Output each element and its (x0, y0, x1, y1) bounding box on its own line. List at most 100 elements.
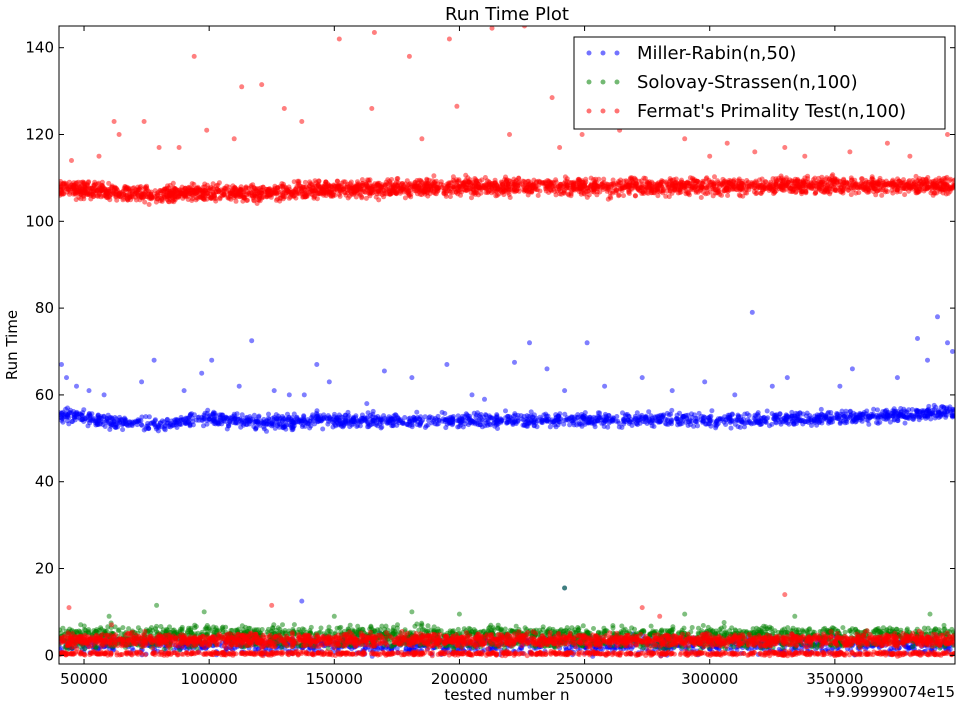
data-point (742, 424, 747, 430)
data-point (847, 408, 853, 414)
data-point (494, 414, 500, 420)
data-point (305, 420, 311, 426)
data-point (902, 408, 908, 414)
data-point (587, 419, 593, 425)
data-point (373, 422, 379, 428)
data-point (837, 421, 843, 426)
data-point (188, 629, 194, 635)
data-point (789, 418, 795, 424)
data-point (528, 409, 534, 415)
data-point (455, 424, 461, 430)
data-point (769, 411, 775, 417)
data-point (850, 418, 856, 424)
data-point (160, 627, 166, 633)
data-point (369, 421, 374, 427)
data-point (65, 418, 70, 424)
data-point (849, 626, 855, 632)
data-point (231, 411, 237, 417)
data-point (87, 417, 93, 423)
data-point (248, 418, 254, 424)
data-point (409, 609, 415, 615)
data-point (109, 415, 115, 421)
data-point (927, 611, 933, 617)
data-point (874, 626, 880, 632)
data-point (74, 414, 80, 420)
data-point (253, 419, 259, 425)
data-point (814, 422, 820, 428)
data-point (60, 625, 66, 631)
data-point (703, 421, 708, 427)
data-point (789, 409, 795, 415)
data-point (606, 420, 612, 426)
data-point (117, 420, 122, 426)
data-point (154, 426, 159, 432)
data-point (412, 416, 418, 422)
data-point (65, 405, 70, 411)
data-point (314, 362, 320, 367)
data-point (485, 422, 490, 428)
data-point (837, 413, 842, 419)
data-point (442, 419, 448, 425)
data-point (231, 416, 237, 422)
data-point (314, 413, 320, 419)
data-point (414, 422, 420, 428)
data-point (683, 412, 689, 418)
data-point (78, 622, 84, 628)
data-point (153, 626, 159, 632)
data-point (522, 625, 528, 631)
data-point (291, 622, 297, 628)
data-point (301, 392, 307, 398)
data-point (729, 625, 735, 631)
data-point (769, 421, 775, 427)
data-point (235, 420, 240, 426)
data-point (745, 417, 751, 423)
data-point (167, 422, 173, 428)
series-1-points (59, 309, 955, 659)
data-point (141, 427, 147, 433)
data-point (679, 421, 685, 426)
data-point (767, 627, 773, 632)
data-point (289, 425, 295, 431)
data-point (209, 357, 215, 363)
data-point (86, 627, 92, 633)
data-point (876, 415, 881, 421)
data-point (152, 418, 158, 424)
data-point (249, 338, 255, 344)
data-point (239, 412, 245, 418)
data-point (902, 420, 908, 426)
data-point (120, 427, 126, 433)
data-point (914, 409, 920, 415)
data-point (105, 420, 110, 426)
data-point (181, 388, 187, 394)
data-point (675, 416, 681, 422)
data-point (764, 408, 770, 414)
data-point (812, 416, 818, 422)
data-point (353, 413, 359, 419)
data-point (563, 627, 569, 633)
data-point (502, 626, 508, 632)
data-point (191, 412, 197, 418)
data-point (159, 418, 165, 424)
data-point (735, 412, 741, 418)
data-point (865, 417, 871, 423)
data-point (182, 420, 188, 426)
data-point (283, 426, 289, 432)
data-point (951, 413, 955, 419)
data-point (561, 417, 567, 423)
data-point (244, 422, 250, 428)
data-point (562, 388, 568, 394)
chart-title: Run Time Plot (445, 4, 569, 25)
data-point (696, 625, 701, 631)
data-point (364, 401, 370, 407)
data-point (576, 421, 582, 427)
data-point (679, 415, 685, 421)
data-point (167, 624, 172, 630)
data-point (706, 415, 711, 421)
data-point (655, 413, 660, 419)
data-point (845, 416, 851, 422)
data-point (890, 410, 896, 416)
data-point (456, 611, 462, 617)
data-point (342, 412, 348, 418)
data-point (297, 418, 303, 424)
data-point (253, 426, 259, 432)
